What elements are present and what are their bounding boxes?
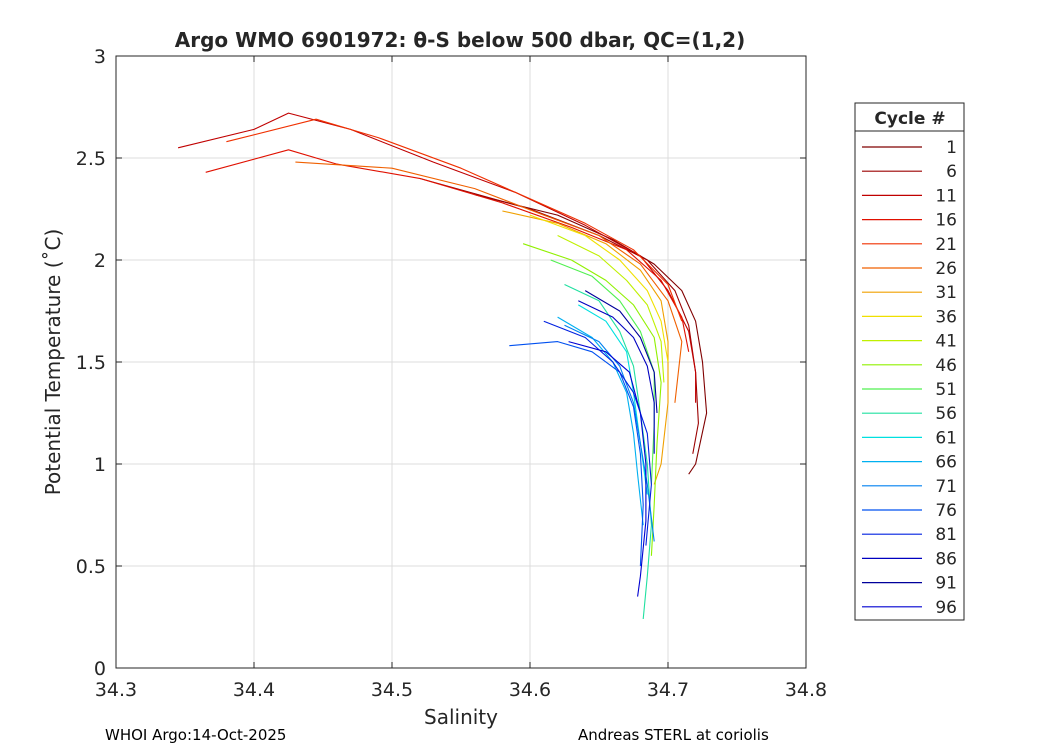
series-line-cycle-36 xyxy=(529,214,669,363)
x-tick-label: 34.7 xyxy=(647,679,689,701)
y-tick-label: 3 xyxy=(94,46,106,68)
series-line-cycle-31 xyxy=(502,210,669,485)
series-line-cycle-11 xyxy=(177,112,697,403)
legend-label-71: 71 xyxy=(935,477,957,497)
legend-label-81: 81 xyxy=(935,525,957,545)
series-line-cycle-46 xyxy=(522,243,662,556)
legend-label-56: 56 xyxy=(935,404,957,424)
series-line-cycle-91 xyxy=(584,290,658,414)
y-tick-label: 1 xyxy=(94,454,106,476)
legend-label-51: 51 xyxy=(935,380,957,400)
series-line-cycle-1 xyxy=(474,194,708,475)
x-tick-label: 34.5 xyxy=(371,679,413,701)
legend-label-41: 41 xyxy=(935,332,957,352)
legend-label-31: 31 xyxy=(935,283,957,303)
legend-label-91: 91 xyxy=(935,574,957,594)
series-line-cycle-86 xyxy=(578,300,655,454)
x-tick-label: 34.8 xyxy=(785,679,827,701)
x-tick-label: 34.6 xyxy=(509,679,551,701)
legend-label-86: 86 xyxy=(935,549,957,569)
legend-label-76: 76 xyxy=(935,501,957,521)
y-tick-label: 2 xyxy=(94,250,106,272)
y-tick-label: 2.5 xyxy=(76,148,106,170)
series-layer xyxy=(177,112,708,620)
series-line-cycle-6 xyxy=(419,177,699,454)
series-line-cycle-96 xyxy=(568,341,647,597)
legend: Cycle # 16111621263136414651566166717681… xyxy=(854,102,965,621)
chart-title: Argo WMO 6901972: θ-S below 500 dbar, QC… xyxy=(175,28,745,52)
legend-label-96: 96 xyxy=(935,598,957,618)
series-line-cycle-81 xyxy=(543,320,652,546)
legend-label-1: 1 xyxy=(946,138,957,158)
series-line-cycle-66 xyxy=(557,316,644,526)
legend-label-21: 21 xyxy=(935,235,957,255)
legend-label-36: 36 xyxy=(935,307,957,327)
series-line-cycle-76 xyxy=(509,341,644,567)
y-tick-label: 0.5 xyxy=(76,556,106,578)
y-tick-label: 1.5 xyxy=(76,352,106,374)
series-line-cycle-21 xyxy=(226,118,683,322)
ticks-layer: 34.3 34.4 34.5 34.6 34.7 34.8 0 0.5 1 1.5 2 2.5 3 xyxy=(76,46,827,701)
footer-left: WHOI Argo:14-Oct-2025 xyxy=(105,726,287,744)
series-line-cycle-71 xyxy=(564,324,655,542)
legend-label-46: 46 xyxy=(935,356,957,376)
x-axis-label: Salinity xyxy=(424,705,498,729)
y-axis-label: Potential Temperature (˚C) xyxy=(41,229,65,496)
x-tick-label: 34.4 xyxy=(233,679,275,701)
legend-title: Cycle # xyxy=(874,109,945,129)
footer-right: Andreas STERL at coriolis xyxy=(578,726,769,744)
legend-label-61: 61 xyxy=(935,428,957,448)
x-tick-label: 34.3 xyxy=(95,679,137,701)
legend-label-11: 11 xyxy=(935,186,957,206)
series-line-cycle-41 xyxy=(557,235,665,383)
y-tick-label: 0 xyxy=(94,658,106,680)
legend-label-16: 16 xyxy=(935,211,957,231)
legend-label-66: 66 xyxy=(935,453,957,473)
series-line-cycle-26 xyxy=(295,161,683,403)
series-line-cycle-16 xyxy=(205,149,690,352)
legend-label-6: 6 xyxy=(946,162,957,182)
legend-label-26: 26 xyxy=(935,259,957,279)
